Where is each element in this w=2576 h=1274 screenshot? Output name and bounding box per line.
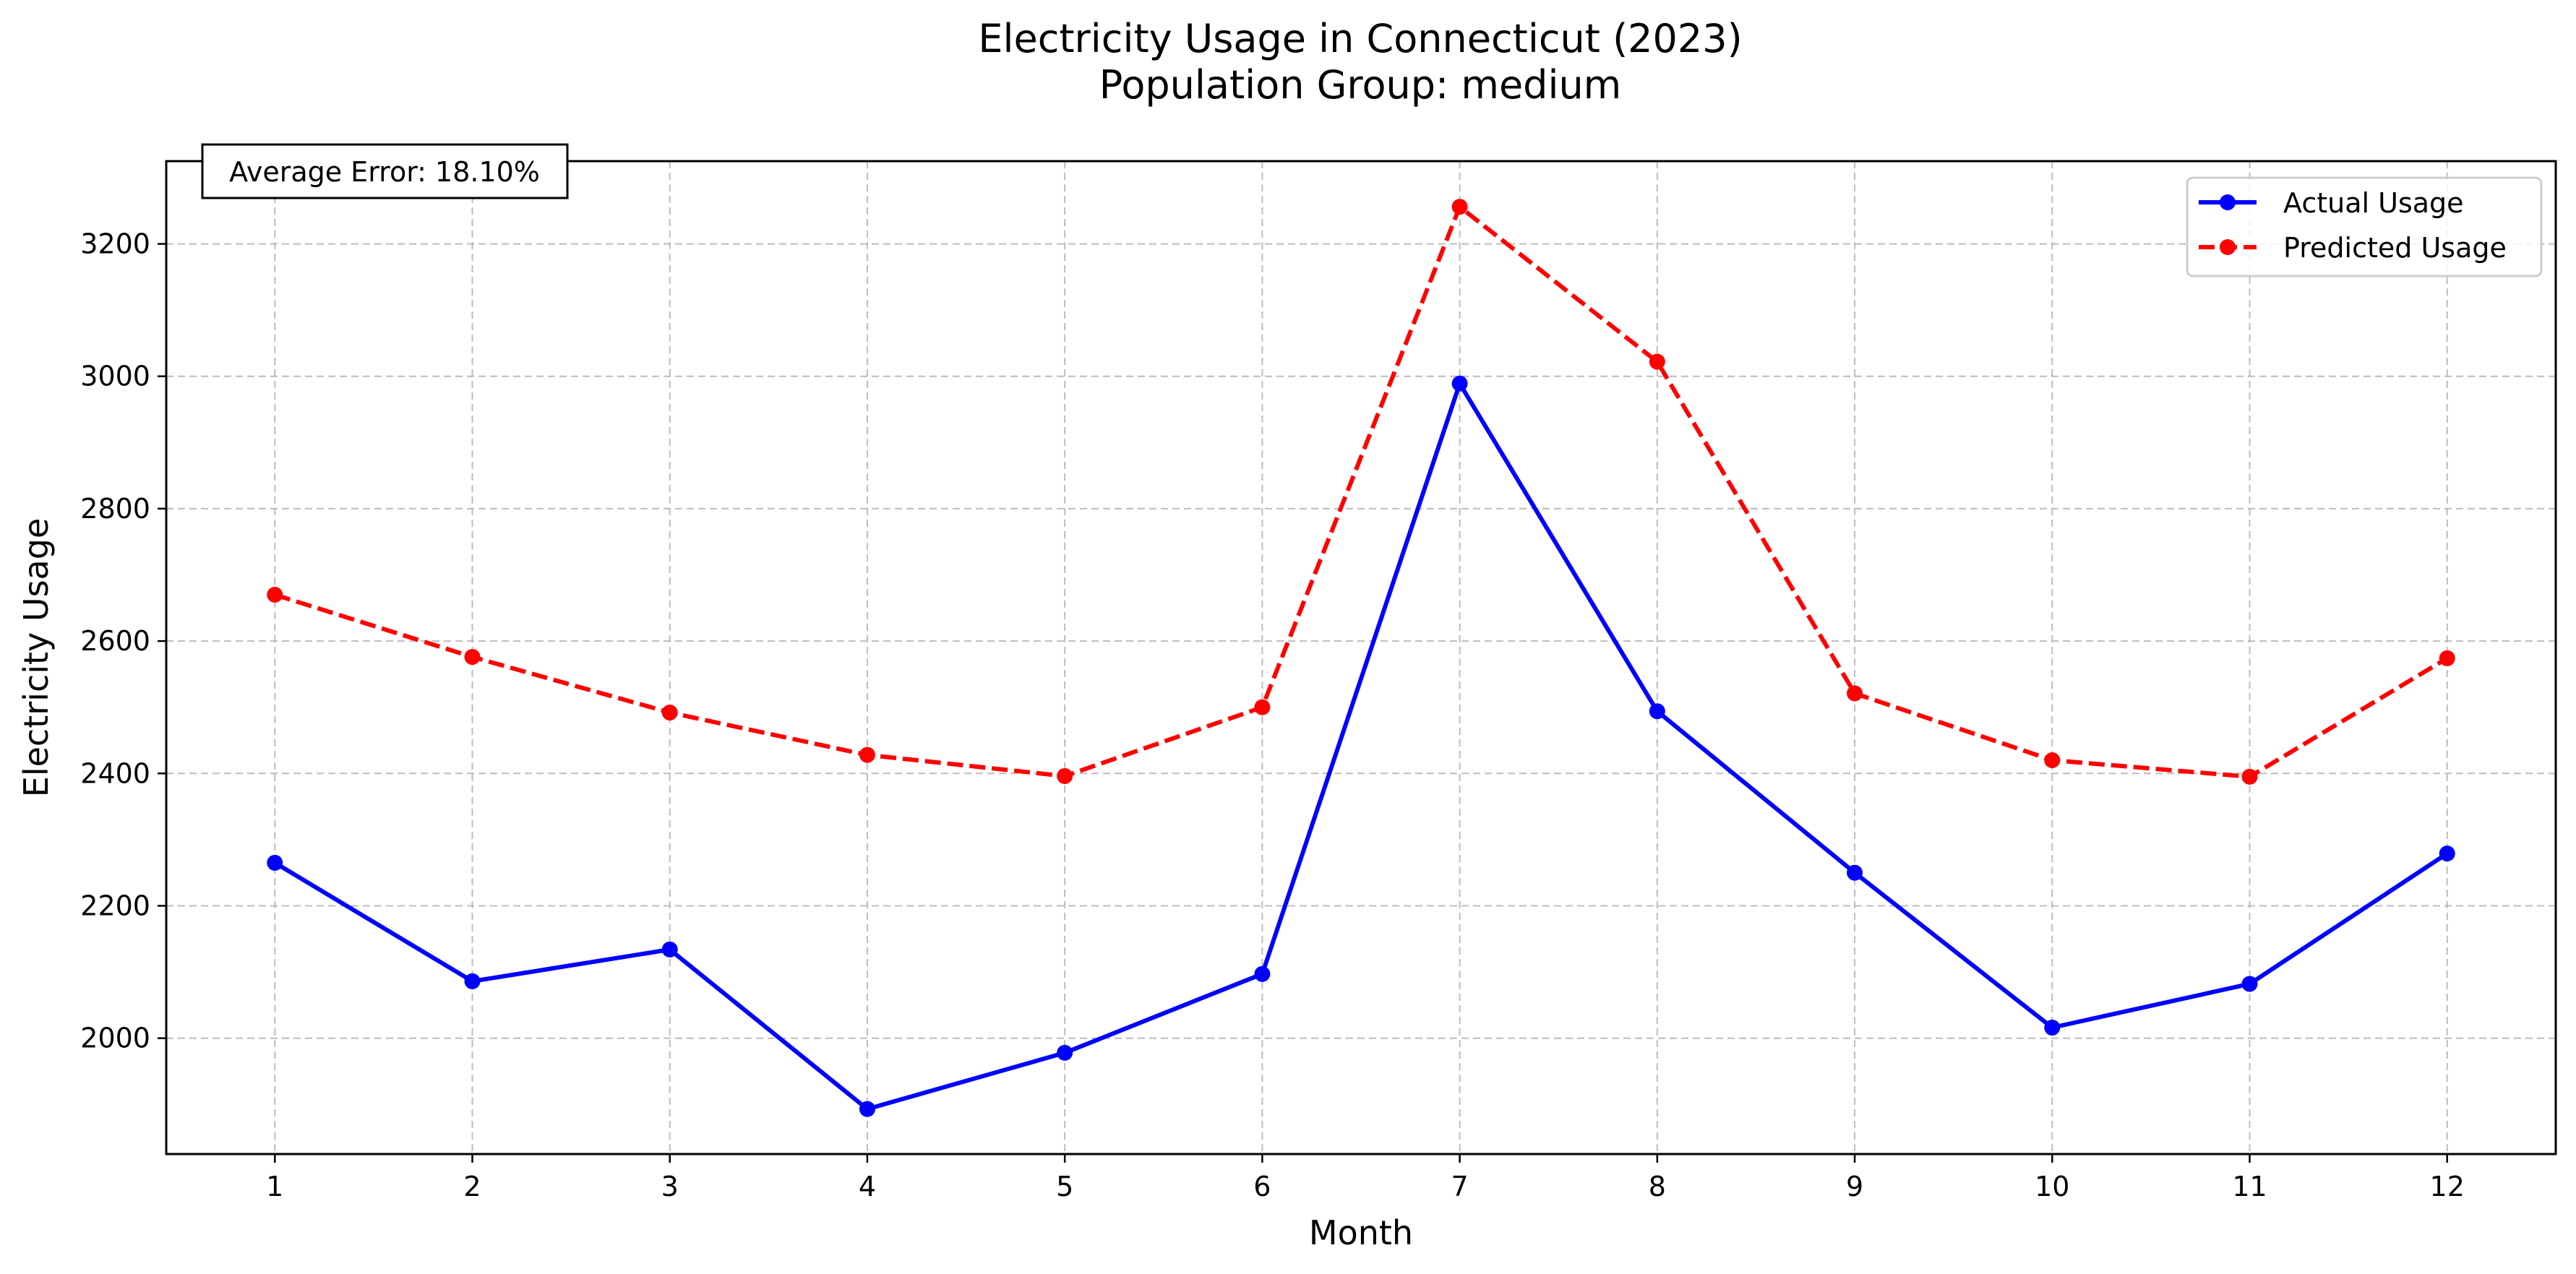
chart-subtitle: Population Group: medium bbox=[1099, 62, 1622, 108]
legend-label-predicted: Predicted Usage bbox=[2283, 232, 2507, 264]
x-tick-label: 3 bbox=[661, 1171, 679, 1202]
x-tick-label: 6 bbox=[1253, 1171, 1271, 1202]
x-tick-label: 12 bbox=[2430, 1171, 2465, 1202]
data-point-predicted bbox=[1451, 199, 1468, 215]
legend-marker-predicted bbox=[2220, 239, 2236, 255]
series-line-actual bbox=[273, 381, 2449, 1111]
y-tick-label: 3000 bbox=[80, 361, 150, 392]
data-point-actual bbox=[267, 854, 283, 871]
x-tick-label: 11 bbox=[2232, 1171, 2267, 1202]
data-point-actual bbox=[1451, 375, 1468, 392]
y-tick-label: 2000 bbox=[80, 1023, 150, 1054]
data-point-predicted bbox=[1057, 767, 1073, 784]
x-tick-label: 10 bbox=[2035, 1171, 2069, 1202]
data-point-actual bbox=[2241, 976, 2258, 992]
data-point-predicted bbox=[2241, 768, 2258, 785]
data-point-predicted bbox=[1649, 353, 1665, 370]
data-point-actual bbox=[2439, 845, 2455, 862]
data-point-actual bbox=[1649, 703, 1665, 720]
x-tick-label: 8 bbox=[1649, 1171, 1666, 1202]
data-point-predicted bbox=[1847, 685, 1863, 702]
legend-marker-actual bbox=[2220, 194, 2236, 210]
data-point-predicted bbox=[661, 705, 678, 721]
y-axis-label: Electricity Usage bbox=[17, 518, 56, 797]
y-tick-label: 2600 bbox=[80, 625, 150, 657]
data-point-actual bbox=[661, 941, 678, 957]
data-point-predicted bbox=[464, 649, 481, 666]
data-point-actual bbox=[1254, 965, 1271, 982]
data-point-predicted bbox=[859, 746, 875, 763]
y-tick-label: 2200 bbox=[80, 890, 150, 922]
data-point-predicted bbox=[267, 586, 283, 603]
series-layer bbox=[267, 199, 2455, 1117]
y-tick-label: 2400 bbox=[80, 757, 150, 789]
data-point-predicted bbox=[2044, 752, 2061, 768]
legend: Actual Usage Predicted Usage bbox=[2186, 176, 2543, 277]
x-tick-label: 5 bbox=[1056, 1171, 1073, 1202]
average-error-annotation: Average Error: 18.10% bbox=[229, 156, 540, 188]
data-point-actual bbox=[1057, 1044, 1073, 1061]
data-point-predicted bbox=[1254, 699, 1271, 715]
legend-frame bbox=[2186, 176, 2543, 277]
data-point-actual bbox=[2044, 1020, 2061, 1036]
x-tick-label: 4 bbox=[859, 1171, 876, 1202]
x-axis-label: Month bbox=[1309, 1213, 1413, 1252]
x-tick-label: 2 bbox=[463, 1171, 481, 1202]
series-line-predicted bbox=[274, 205, 2449, 779]
x-tick-label: 9 bbox=[1846, 1171, 1863, 1202]
x-tick-label: 7 bbox=[1451, 1171, 1469, 1202]
data-point-actual bbox=[859, 1101, 875, 1117]
plot-area-frame bbox=[165, 160, 2557, 1155]
data-point-predicted bbox=[2439, 650, 2455, 666]
x-tick-label: 1 bbox=[266, 1171, 283, 1202]
y-tick-label: 2800 bbox=[80, 493, 150, 525]
axis-ticks: 1 2 3 4 5 6 7 8 9 10 11 122000220024002600280030003… bbox=[80, 228, 2465, 1203]
grid bbox=[166, 161, 2556, 1154]
data-point-actual bbox=[464, 973, 481, 989]
annotation-box: Average Error: 18.10% bbox=[201, 143, 569, 199]
data-point-actual bbox=[1847, 864, 1863, 881]
y-tick-label: 3200 bbox=[80, 228, 150, 260]
legend-label-actual: Actual Usage bbox=[2283, 187, 2464, 219]
chart-title: Electricity Usage in Connecticut (2023) bbox=[978, 16, 1742, 61]
